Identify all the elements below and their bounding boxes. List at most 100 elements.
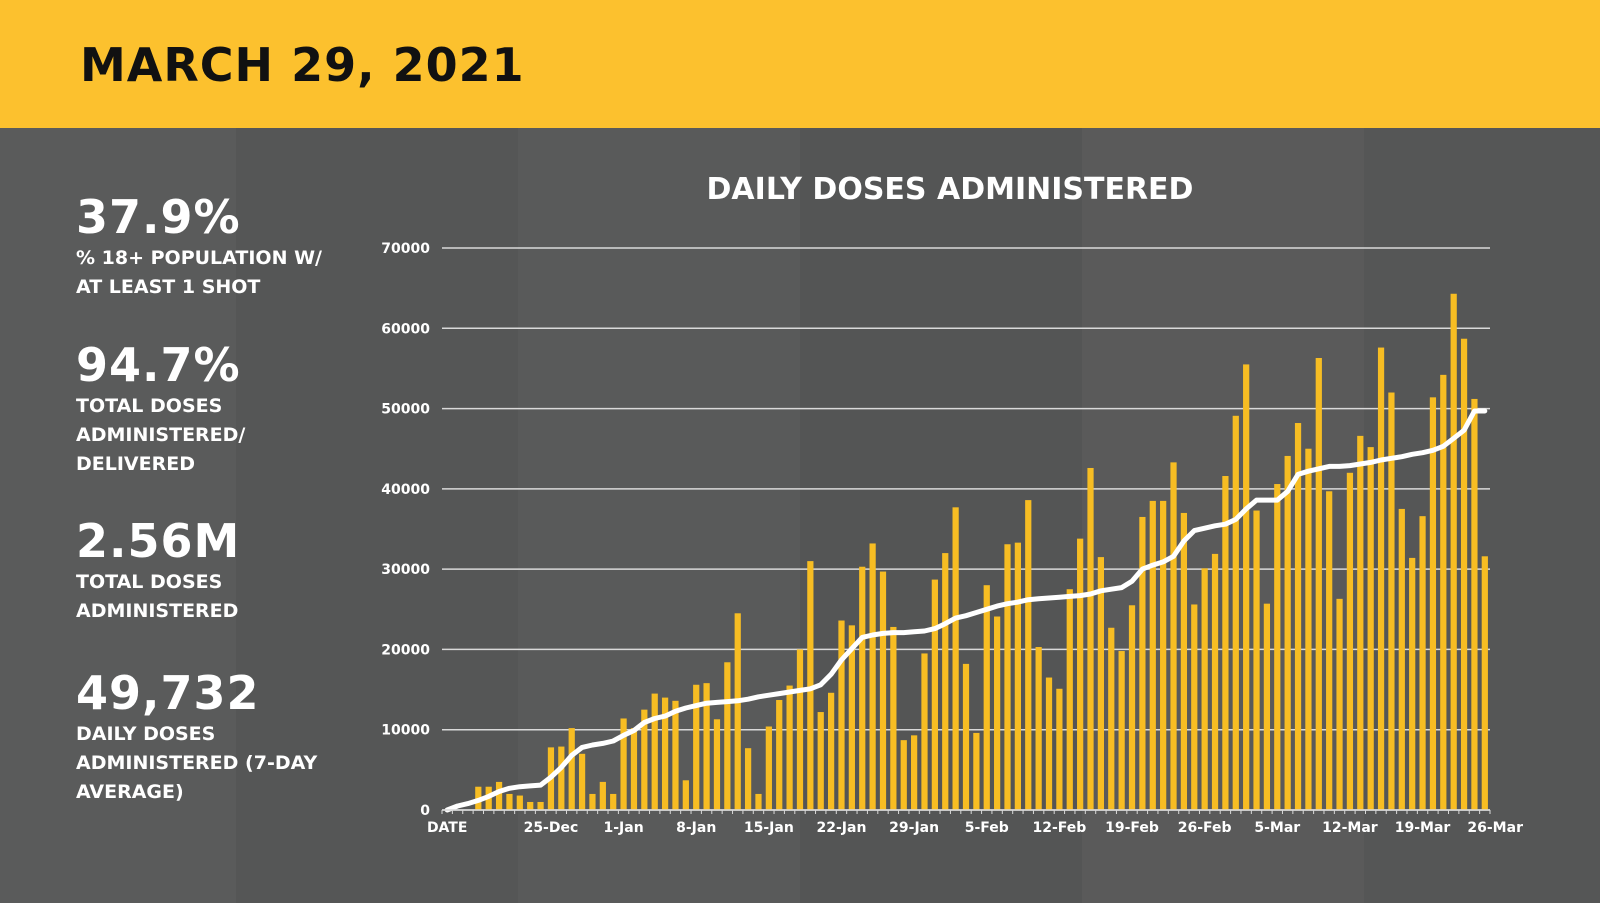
bar	[1429, 397, 1437, 810]
bar	[1066, 589, 1073, 810]
bar	[817, 712, 824, 810]
y-tick-label: 60000	[381, 321, 430, 337]
bar	[900, 740, 907, 810]
bar-series	[475, 293, 1488, 811]
bar	[1460, 338, 1468, 810]
bar	[703, 683, 710, 810]
bar	[994, 616, 1001, 810]
bar	[744, 748, 752, 810]
x-tick-label: 22-Jan	[817, 820, 867, 836]
bar	[1398, 508, 1405, 810]
bar	[1097, 557, 1105, 810]
bar	[942, 553, 949, 810]
bar	[1128, 605, 1136, 810]
x-axis-tick-labels: DATE 25-Dec 1-Jan 8-Jan 15-Jan 22-Jan 29-Jan 5-…	[427, 809, 1523, 836]
bar	[1222, 476, 1229, 810]
y-tick-label: 70000	[381, 241, 430, 257]
bar	[599, 781, 606, 810]
bar	[765, 726, 772, 810]
bar	[527, 801, 534, 810]
stat-label: DAILY DOSES ADMINISTERED (7-DAY AVERAGE)	[76, 723, 318, 803]
y-tick-label: 0	[420, 803, 430, 819]
stat-label: % 18+ POPULATION W/ AT LEAST 1 SHOT	[76, 247, 322, 298]
header-banner: MARCH 29, 2021	[0, 0, 1600, 128]
bar	[1440, 374, 1447, 810]
stat-administered-delivered: 94.7% TOTAL DOSES ADMINISTERED/ DELIVERE…	[76, 338, 346, 514]
bar	[962, 663, 970, 810]
bar	[1014, 542, 1021, 810]
bar	[1160, 500, 1167, 810]
stat-population-shot: 37.9% % 18+ POPULATION W/ AT LEAST 1 SHO…	[76, 190, 346, 338]
bar	[1087, 467, 1094, 810]
bar	[1294, 423, 1302, 810]
stat-value: 37.9%	[76, 190, 241, 244]
bar	[713, 719, 721, 810]
y-axis-tick-labels: 0 10000 20000 30000 40000 50000 60000 70000	[381, 241, 430, 819]
bar	[693, 684, 700, 810]
bar	[1004, 544, 1011, 810]
bar	[1191, 604, 1198, 810]
bar	[1305, 448, 1312, 810]
x-tick-label: 8-Jan	[676, 820, 716, 836]
bar	[1315, 357, 1322, 810]
y-tick-label: 30000	[381, 562, 430, 578]
y-tick-label: 40000	[381, 482, 430, 498]
x-tick-label: 5-Mar	[1254, 820, 1300, 836]
bar	[1367, 447, 1374, 810]
stat-value: 94.7%	[76, 338, 241, 392]
bar	[1170, 462, 1177, 810]
bar	[1471, 398, 1478, 810]
bar	[1243, 364, 1250, 810]
stats-panel: 37.9% % 18+ POPULATION W/ AT LEAST 1 SHO…	[76, 190, 346, 807]
x-tick-label: 25-Dec	[524, 820, 579, 836]
bar	[516, 795, 523, 810]
bar	[1180, 512, 1188, 810]
x-tick-label: 29-Jan	[889, 820, 939, 836]
x-tick-label: 12-Feb	[1032, 820, 1086, 836]
x-tick-label: DATE	[427, 820, 467, 836]
bar	[1149, 500, 1156, 810]
bar	[1284, 455, 1291, 810]
bar	[1357, 435, 1364, 810]
bar	[1450, 293, 1457, 811]
bar	[973, 732, 980, 810]
bar	[1035, 647, 1042, 810]
bar	[807, 561, 814, 810]
bar	[1419, 516, 1426, 810]
bar	[1139, 516, 1146, 810]
x-tick-label: 1-Jan	[603, 820, 643, 836]
stat-daily-average: 49,732 DAILY DOSES ADMINISTERED (7-DAY A…	[76, 666, 346, 807]
bar	[537, 801, 544, 810]
x-tick-label: 19-Feb	[1105, 820, 1159, 836]
x-tick-label: 26-Mar	[1467, 820, 1523, 836]
bar	[983, 585, 990, 810]
bar	[578, 753, 586, 810]
y-tick-label: 10000	[381, 723, 430, 739]
bar	[848, 625, 855, 810]
x-tick-label: 15-Jan	[744, 820, 794, 836]
bar	[651, 693, 658, 810]
bar	[1118, 651, 1125, 810]
bar	[661, 697, 669, 810]
header-title: MARCH 29, 2021	[80, 38, 525, 92]
bar	[796, 649, 804, 810]
bar	[1025, 500, 1032, 810]
bar	[1346, 472, 1354, 810]
bar	[1481, 556, 1488, 810]
x-tick-label: 5-Feb	[965, 820, 1009, 836]
bar	[1077, 538, 1084, 810]
background-panel	[0, 128, 236, 903]
bar	[952, 507, 959, 810]
bar	[755, 793, 762, 810]
stat-label: TOTAL DOSES ADMINISTERED/ DELIVERED	[76, 395, 246, 475]
bar	[672, 700, 679, 810]
background-panel	[236, 128, 518, 903]
bar	[911, 735, 918, 810]
background-panel	[800, 128, 1082, 903]
bar	[495, 781, 503, 810]
stat-label: TOTAL DOSES ADMINISTERED	[76, 571, 239, 622]
x-tick-label: 19-Mar	[1395, 820, 1451, 836]
bar	[1409, 557, 1416, 810]
bar	[827, 692, 835, 810]
y-tick-label: 50000	[381, 402, 430, 418]
